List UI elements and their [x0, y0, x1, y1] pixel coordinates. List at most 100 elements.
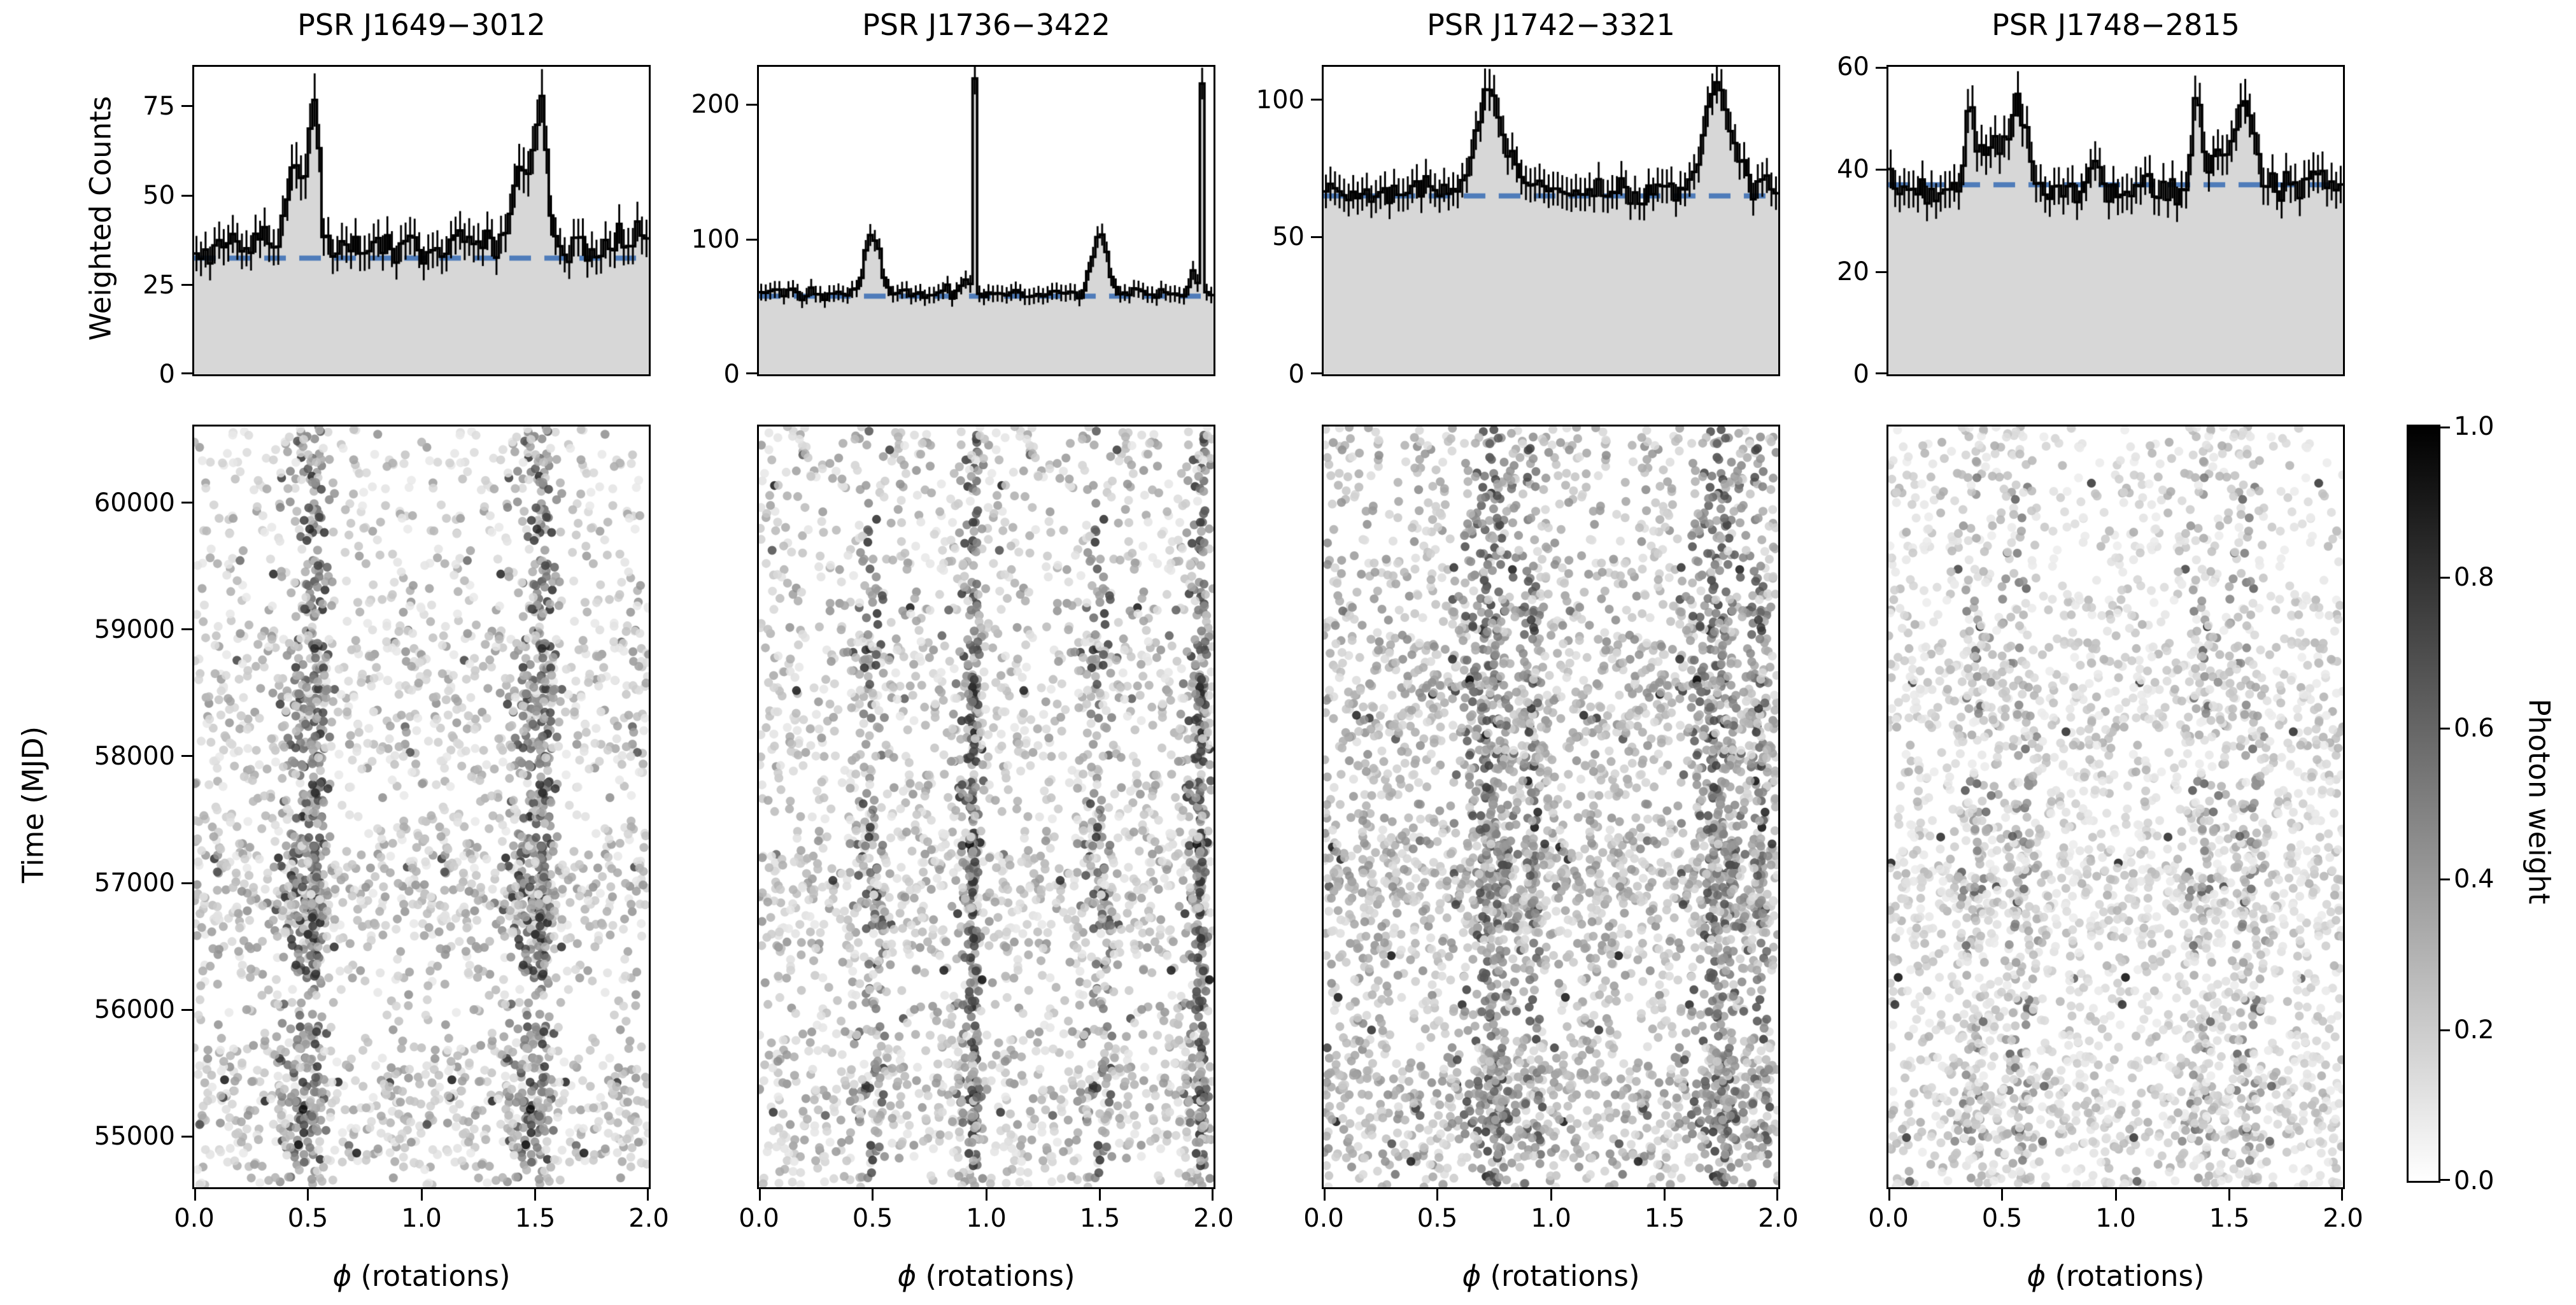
scatter-x-tick-mark	[420, 1189, 423, 1201]
x-axis-label-text: (rotations)	[1481, 1259, 1640, 1293]
scatter-x-tick-mark	[534, 1189, 536, 1201]
scatter-canvas-J1736-3422	[759, 427, 1214, 1187]
scatter-x-tick-label: 1.5	[2209, 1204, 2250, 1233]
profile-y-tick-mark	[746, 103, 757, 106]
scatter-y-tick-mark	[181, 755, 192, 758]
colorbar-tick-label: 0.2	[2454, 1015, 2495, 1045]
x-axis-label-text: (rotations)	[351, 1259, 511, 1293]
scatter-x-tick-label: 1.5	[1644, 1204, 1685, 1233]
colorbar-label: Photon weight	[2522, 698, 2556, 905]
profile-y-tick-mark	[181, 194, 192, 197]
scatter-x-tick-mark	[194, 1189, 196, 1201]
profile-panel-J1748-2815: 0 20 40 60	[1837, 52, 2345, 389]
panel-title-J1748-2815: PSR J1748−2815	[1992, 8, 2240, 42]
scatter-y-tick-label: 56000	[94, 995, 175, 1025]
scatter-x-tick-mark	[872, 1189, 874, 1201]
phi-symbol: ϕ	[332, 1259, 352, 1293]
colorbar-tick-label: 0.4	[2454, 864, 2495, 894]
pulsar-column-J1649-3012: PSR J1649−3012 0 25 50 75 0.0 0.5 1.0 1.5 2.0 5500…	[94, 0, 669, 1305]
pulsar-column-J1736-3422: PSR J1736−3422 0 100 200 0.0 0.5 1.0 1.5 2.0 ϕ (r…	[691, 0, 1234, 1305]
profile-y-tick-label: 100	[1256, 85, 1305, 115]
profile-y-tick-mark	[181, 105, 192, 108]
profile-y-tick-label: 75	[143, 91, 175, 121]
scatter-panel-J1736-3422: 0.0 0.5 1.0 1.5 2.0	[739, 425, 1234, 1233]
profile-y-tick-label: 25	[143, 270, 175, 300]
scatter-y-tick-mark	[181, 502, 192, 504]
scatter-canvas-J1649-3012	[194, 427, 649, 1187]
scatter-x-tick-label: 0.0	[739, 1204, 779, 1233]
scatter-x-tick-label: 0.5	[1417, 1204, 1458, 1233]
profile-y-tick-label: 0	[159, 360, 175, 389]
phi-symbol: ϕ	[897, 1259, 917, 1293]
profile-y-tick-label: 0	[723, 360, 740, 389]
scatter-canvas-J1748-2815	[1888, 427, 2343, 1187]
colorbar-tick-mark	[2440, 1029, 2450, 1031]
profile-y-tick-label: 200	[691, 90, 740, 120]
scatter-x-tick-mark	[1664, 1189, 1666, 1201]
scatter-y-tick-mark	[181, 1008, 192, 1011]
colorbar-tick-label: 1.0	[2454, 412, 2495, 441]
scatter-x-tick-label: 0.5	[1981, 1204, 2023, 1233]
scatter-x-tick-mark	[1550, 1189, 1552, 1201]
profile-y-tick-label: 20	[1837, 257, 1869, 286]
colorbar-tick-mark	[2440, 576, 2450, 579]
profile-y-tick-mark	[746, 238, 757, 241]
scatter-canvas-J1742-3321	[1324, 427, 1778, 1187]
pulsar-column-J1742-3321: PSR J1742−3321 0 50 100 0.0 0.5 1.0 1.5 2.0 ϕ (ro…	[1256, 0, 1799, 1305]
profile-y-tick-mark	[1311, 236, 1322, 238]
profile-y-tick-mark	[181, 372, 192, 374]
profile-y-tick-mark	[1876, 372, 1886, 374]
scatter-x-tick-mark	[2228, 1189, 2230, 1201]
scatter-x-tick-label: 0.0	[1303, 1204, 1344, 1233]
profile-y-tick-mark	[1876, 271, 1886, 273]
profile-y-tick-mark	[746, 372, 757, 374]
colorbar-tick-label: 0.6	[2454, 714, 2495, 743]
profile-y-tick-label: 50	[143, 181, 175, 211]
scatter-y-tick-mark	[181, 1135, 192, 1138]
scatter-panel-J1742-3321: 0.0 0.5 1.0 1.5 2.0	[1303, 425, 1799, 1233]
x-axis-label-J1736-3422: ϕ (rotations)	[897, 1259, 1075, 1293]
scatter-x-tick-label: 0.5	[852, 1204, 893, 1233]
colorbar-tick-mark	[2440, 878, 2450, 880]
profile-y-tick-label: 60	[1837, 52, 1869, 81]
colorbar-tick-mark	[2440, 727, 2450, 730]
scatter-x-tick-label: 2.0	[1193, 1204, 1234, 1233]
profile-panel-J1736-3422: 0 100 200	[691, 65, 1215, 389]
panel-title-J1649-3012: PSR J1649−3012	[297, 8, 546, 42]
profile-y-tick-label: 0	[1853, 360, 1869, 389]
scatter-x-tick-label: 2.0	[2323, 1204, 2363, 1233]
scatter-x-tick-mark	[647, 1189, 649, 1201]
scatter-x-tick-label: 0.0	[1868, 1204, 1909, 1233]
phi-symbol: ϕ	[1462, 1259, 1482, 1293]
scatter-x-tick-label: 0.0	[174, 1204, 215, 1233]
x-axis-label-text: (rotations)	[2046, 1259, 2205, 1293]
profile-y-tick-label: 40	[1837, 155, 1869, 184]
profile-y-tick-label: 0	[1288, 360, 1305, 389]
profile-y-tick-mark	[1876, 168, 1886, 171]
scatter-x-tick-label: 1.0	[1531, 1204, 1571, 1233]
scatter-y-tick-label: 60000	[94, 488, 175, 518]
phi-symbol: ϕ	[2027, 1259, 2046, 1293]
colorbar-tick-label: 0.8	[2454, 563, 2495, 592]
profile-canvas-J1736-3422	[759, 67, 1214, 374]
profile-panel-J1742-3321: 0 50 100	[1256, 65, 1780, 389]
scatter-x-tick-mark	[307, 1189, 309, 1201]
panel-title-J1742-3321: PSR J1742−3321	[1427, 8, 1675, 42]
scatter-x-tick-label: 1.5	[514, 1204, 556, 1233]
scatter-y-tick-label: 59000	[94, 614, 175, 644]
scatter-y-tick-label: 55000	[94, 1122, 175, 1152]
pulsar-column-J1748-2815: PSR J1748−2815 0 20 40 60 0.0 0.5 1.0 1.5 2.0 ϕ (r…	[1837, 0, 2363, 1305]
scatter-x-tick-mark	[1436, 1189, 1438, 1201]
profile-y-tick-mark	[181, 284, 192, 286]
scatter-x-tick-mark	[2114, 1189, 2117, 1201]
scatter-panel-J1649-3012: 0.0 0.5 1.0 1.5 2.0 55000 56000 57000 58000 59000…	[94, 425, 669, 1233]
scatter-x-tick-mark	[2341, 1189, 2343, 1201]
profile-y-tick-label: 50	[1272, 222, 1305, 252]
profile-canvas-J1742-3321	[1324, 67, 1778, 374]
profile-panel-J1649-3012: 0 25 50 75	[143, 65, 651, 389]
x-axis-label-J1748-2815: ϕ (rotations)	[2027, 1259, 2204, 1293]
scatter-x-tick-label: 0.5	[287, 1204, 329, 1233]
scatter-x-tick-label: 2.0	[1758, 1204, 1799, 1233]
scatter-y-tick-mark	[181, 882, 192, 884]
